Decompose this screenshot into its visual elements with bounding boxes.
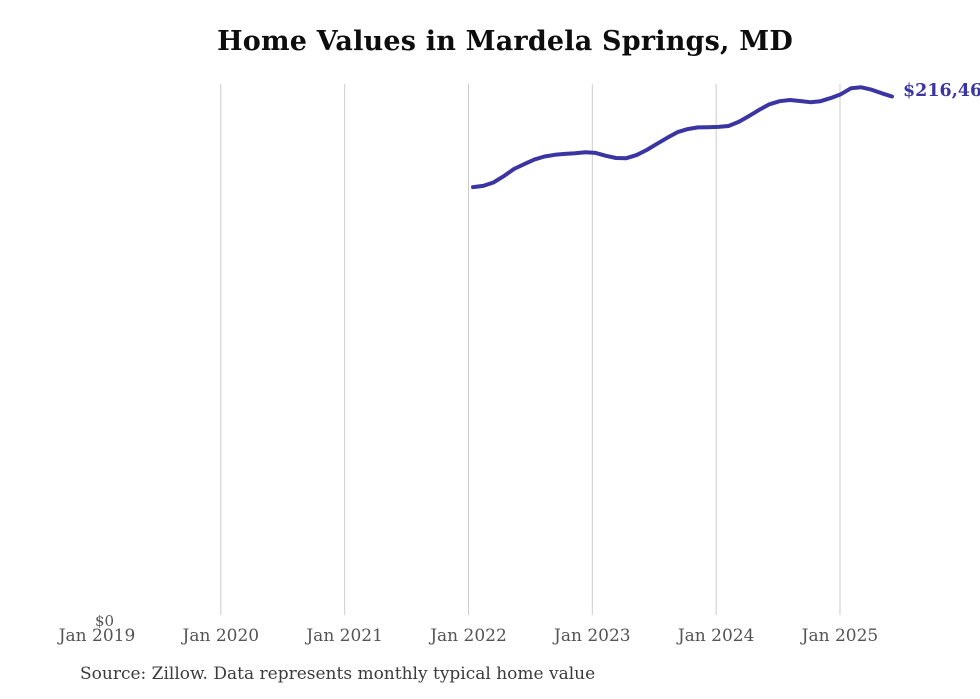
x-tick-label: Jan 2025 <box>801 626 879 646</box>
x-tick-label: Jan 2019 <box>58 626 136 646</box>
chart-title: Home Values in Mardela Springs, MD <box>217 26 793 57</box>
gridlines-group <box>220 84 841 615</box>
x-axis: Jan 2019 Jan 2020 Jan 2021 Jan 2022 Jan 2023… <box>0 626 980 650</box>
x-tick-label: Jan 2023 <box>554 626 631 646</box>
x-tick-label: Jan 2024 <box>677 626 755 646</box>
source-note: Source: Zillow. Data represents monthly … <box>80 664 596 684</box>
x-tick-label: Jan 2022 <box>430 626 507 646</box>
x-tick-label: Jan 2021 <box>306 626 383 646</box>
y-axis-zero-label: $0 <box>95 612 115 630</box>
x-tick-label: Jan 2020 <box>182 626 260 646</box>
home-value-line <box>471 85 894 190</box>
latest-value-label: $216,467 <box>903 81 980 101</box>
